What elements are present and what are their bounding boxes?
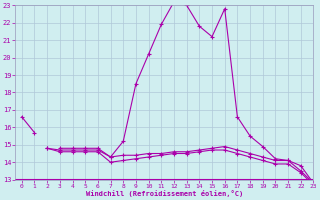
X-axis label: Windchill (Refroidissement éolien,°C): Windchill (Refroidissement éolien,°C) <box>86 190 243 197</box>
